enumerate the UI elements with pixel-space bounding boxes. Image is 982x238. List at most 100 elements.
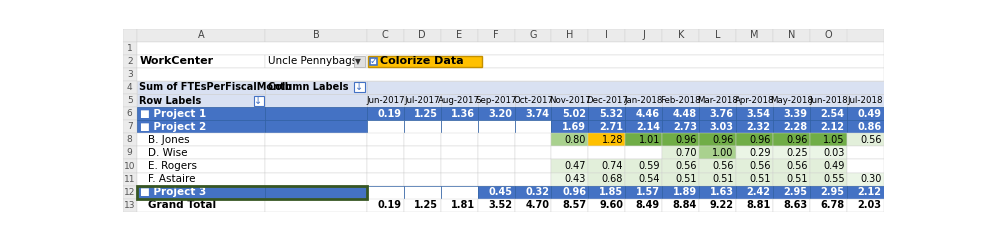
Text: 0.96: 0.96 (562, 187, 586, 197)
Bar (123, 68, 136, 81)
Text: 4.48: 4.48 (673, 109, 697, 119)
Text: 8.84: 8.84 (673, 200, 697, 210)
Text: 3.54: 3.54 (746, 109, 771, 119)
Bar (699, 120, 736, 133)
Bar (846, 146, 884, 159)
Bar (699, 29, 736, 42)
Bar (441, 29, 477, 42)
Bar (367, 107, 404, 120)
Bar (404, 29, 441, 42)
Text: 3.39: 3.39 (784, 109, 807, 119)
Bar (626, 186, 662, 199)
Text: ▼: ▼ (355, 57, 360, 66)
Bar (265, 146, 367, 159)
Text: 5.32: 5.32 (599, 109, 623, 119)
Bar (846, 173, 884, 186)
Bar (588, 186, 626, 199)
Text: 0.49: 0.49 (823, 161, 845, 171)
Bar (588, 94, 626, 107)
Bar (662, 173, 699, 186)
Bar (136, 68, 884, 81)
Text: 0.55: 0.55 (823, 174, 845, 184)
Bar (265, 107, 367, 120)
Bar (515, 159, 552, 173)
Bar (773, 199, 810, 212)
Text: Apr-2018: Apr-2018 (735, 96, 775, 105)
Bar (404, 173, 441, 186)
Text: 1.63: 1.63 (710, 187, 734, 197)
Bar (367, 81, 884, 94)
Bar (552, 29, 588, 42)
Text: 11: 11 (124, 175, 136, 183)
Bar (626, 146, 662, 159)
Text: N: N (788, 30, 795, 40)
Bar (588, 29, 626, 42)
Text: May-2018: May-2018 (770, 96, 813, 105)
Bar (588, 159, 626, 173)
Text: 1: 1 (127, 44, 133, 53)
Bar (477, 173, 515, 186)
Text: Oct-2017: Oct-2017 (513, 96, 553, 105)
Bar (477, 186, 515, 199)
Bar (136, 159, 265, 173)
Bar (588, 133, 626, 146)
Text: G: G (529, 30, 537, 40)
Bar (773, 107, 810, 120)
Text: K: K (678, 30, 683, 40)
Text: 0.56: 0.56 (787, 161, 807, 171)
Bar (354, 55, 365, 67)
Bar (846, 107, 884, 120)
Text: 2.03: 2.03 (857, 200, 882, 210)
Text: E. Rogers: E. Rogers (147, 161, 196, 171)
Bar (136, 42, 884, 55)
Text: 1.25: 1.25 (414, 109, 438, 119)
Text: 0.96: 0.96 (749, 135, 771, 145)
Text: Uncle Pennybags: Uncle Pennybags (268, 56, 357, 66)
Bar (265, 81, 367, 94)
Text: 12: 12 (124, 188, 136, 197)
Bar (370, 58, 377, 65)
Text: 4.70: 4.70 (525, 200, 549, 210)
Bar (846, 120, 884, 133)
Text: 7: 7 (127, 122, 133, 131)
Bar (123, 55, 136, 68)
Bar (736, 146, 773, 159)
Bar (404, 146, 441, 159)
Text: 1.05: 1.05 (823, 135, 845, 145)
Text: 2.32: 2.32 (746, 122, 771, 132)
Bar (736, 199, 773, 212)
Bar (699, 146, 736, 159)
Bar (626, 133, 662, 146)
Bar (552, 133, 588, 146)
Bar (441, 186, 477, 199)
Bar (626, 173, 662, 186)
Bar (515, 186, 552, 199)
Text: 0.19: 0.19 (377, 109, 402, 119)
Text: 3.74: 3.74 (525, 109, 549, 119)
Text: 0.51: 0.51 (787, 174, 807, 184)
Text: 0.96: 0.96 (712, 135, 734, 145)
Text: A: A (197, 30, 204, 40)
Bar (515, 199, 552, 212)
Bar (515, 146, 552, 159)
Bar (736, 29, 773, 42)
Text: Dec-2017: Dec-2017 (586, 96, 627, 105)
Bar (367, 94, 404, 107)
Bar (404, 120, 441, 133)
Bar (367, 146, 404, 159)
Bar (265, 186, 367, 199)
Text: Jul-2017: Jul-2017 (405, 96, 440, 105)
Text: ■ Project 2: ■ Project 2 (139, 122, 206, 132)
Bar (773, 146, 810, 159)
Bar (404, 159, 441, 173)
Bar (626, 94, 662, 107)
Text: 2.95: 2.95 (821, 187, 845, 197)
Bar (265, 29, 367, 42)
Text: ↓: ↓ (254, 95, 262, 106)
Bar (552, 186, 588, 199)
Bar (588, 107, 626, 120)
Bar (736, 159, 773, 173)
Bar (552, 173, 588, 186)
Text: Aug-2017: Aug-2017 (438, 96, 480, 105)
Bar (367, 133, 404, 146)
